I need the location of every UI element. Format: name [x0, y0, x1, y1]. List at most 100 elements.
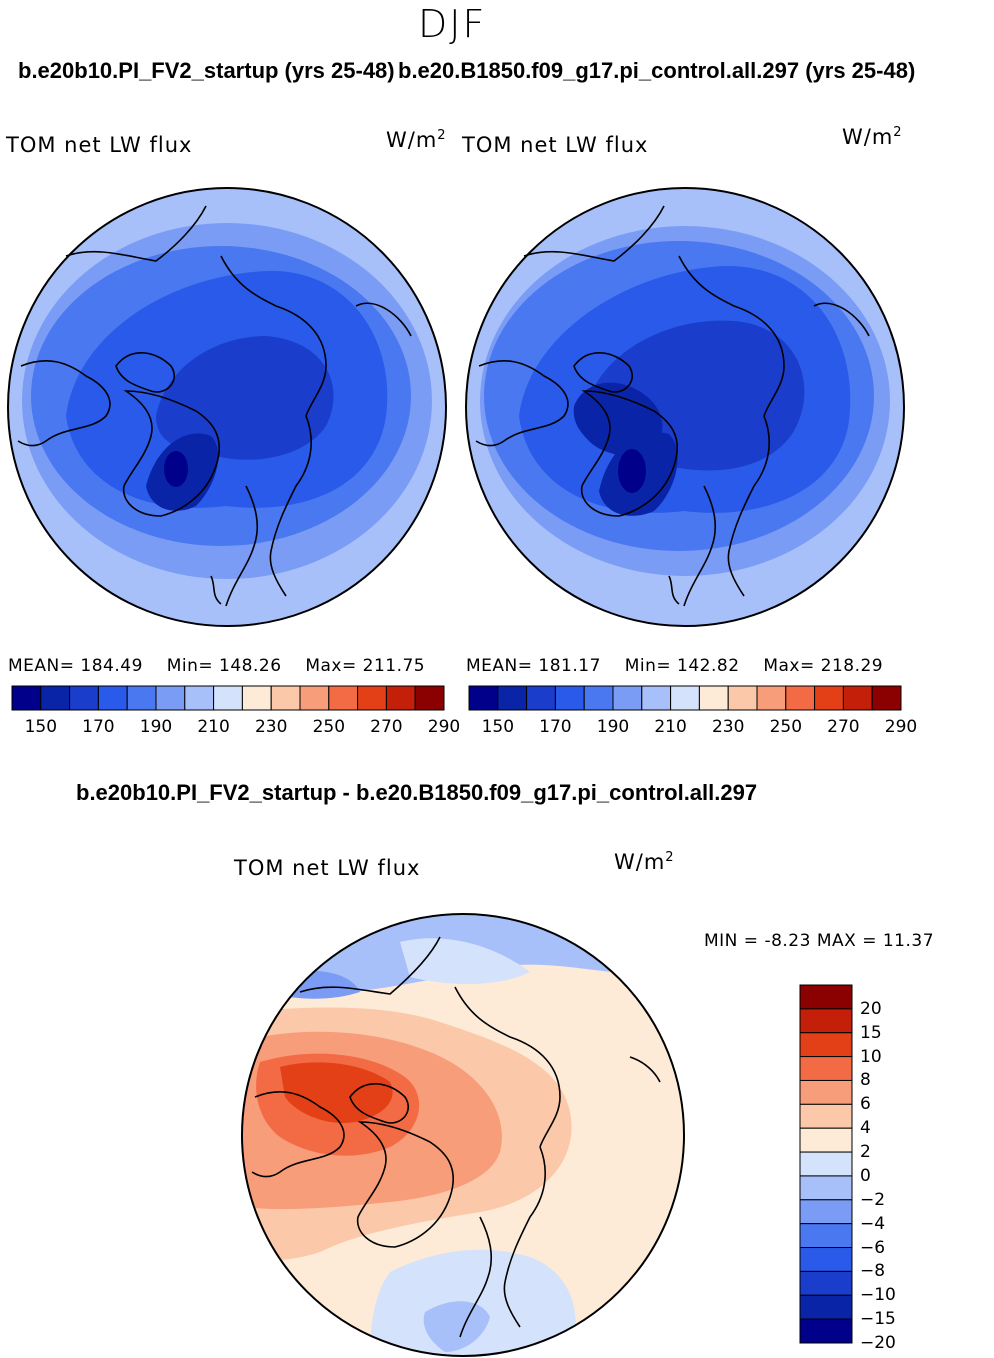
- diff-colorbar: [799, 984, 853, 1344]
- season-title: DJF: [418, 2, 487, 46]
- panel-1-colorbar-swatch: [97, 685, 128, 711]
- panel-2-colorbar-swatch: [583, 685, 614, 711]
- diff-coastlines: [251, 936, 661, 1338]
- diff-colorbar-swatch: [799, 1008, 853, 1034]
- diff-minmax: MIN = -8.23 MAX = 11.37: [704, 931, 934, 951]
- panel-1-units-base: W/m: [386, 128, 438, 152]
- panel-2-variable-label: TOM net LW flux: [462, 133, 649, 157]
- diff-colorbar-tick-label: −10: [860, 1285, 896, 1306]
- panel-1-colorbar-tick-label: 270: [370, 717, 403, 737]
- diff-colorbar-swatch: [799, 1223, 853, 1249]
- panel-2-polar-map: [465, 187, 905, 627]
- panel-1-max-label: Max=: [305, 656, 357, 676]
- diff-variable-label: TOM net LW flux: [234, 856, 421, 880]
- panel-2-colorbar-swatch: [698, 685, 729, 711]
- panel-2-colorbar-ticks: 150 170 190 210 230 250 270 290: [469, 717, 918, 739]
- panel-1-colorbar-tick-label: 210: [197, 717, 230, 737]
- panel-1-colorbar-tick-label: 150: [24, 717, 58, 737]
- diff-colorbar-tick-label: 4: [860, 1118, 871, 1139]
- diff-colorbar-tick-label: 0: [860, 1165, 871, 1186]
- panel-2-colorbar-swatch: [871, 685, 902, 711]
- panel-2-coastlines: [475, 205, 870, 607]
- panel-1-colorbar-swatch: [184, 685, 215, 711]
- panel-1-colorbar-tick-label: 250: [312, 717, 346, 737]
- diff-colorbar-swatch: [799, 1103, 853, 1129]
- diff-neg-bottom-inner: [423, 1301, 490, 1352]
- diff-colorbar-tick-label: 8: [860, 1070, 871, 1091]
- panel-2-units: W/m2: [842, 125, 903, 149]
- panel-1-colorbar-swatch: [299, 685, 330, 711]
- panel-2-stats: MEAN= 181.17 Min= 142.82 Max= 218.29: [466, 656, 883, 676]
- panel-1-min-value: 148.26: [219, 656, 282, 676]
- panel-1-colorbar-swatch: [126, 685, 157, 711]
- diff-colorbar-tick-label: −4: [860, 1213, 886, 1234]
- panel-2-max-label: Max=: [763, 656, 815, 676]
- panel-1-map-border: [7, 187, 447, 627]
- diff-units: W/m2: [614, 850, 675, 874]
- panel-1-colorbar-swatch: [357, 685, 387, 711]
- panel-2-colorbar-swatch: [641, 685, 672, 711]
- panel-2-min-value: 142.82: [677, 656, 740, 676]
- diff-max-value: 11.37: [882, 931, 935, 951]
- diff-colorbar-tick-label: −2: [860, 1189, 886, 1210]
- panel-1-colorbar-swatch: [155, 685, 186, 711]
- diff-colorbar-swatch: [799, 1079, 853, 1105]
- diff-polar-map: [241, 913, 685, 1357]
- panel-1-coastlines: [17, 205, 412, 607]
- diff-colorbar-tick-label: 20: [860, 998, 882, 1019]
- diff-colorbar-swatch: [799, 1127, 853, 1153]
- panel-1-field-band-4: [156, 336, 334, 460]
- panel-2-colorbar-swatch: [756, 685, 787, 711]
- panel-2-colorbar-tick-label: 250: [769, 717, 803, 737]
- panel-2-colorbar-swatch: [785, 685, 816, 711]
- panel-1-colorbar-swatch: [270, 685, 301, 711]
- diff-colorbar-tick-label: −8: [860, 1261, 886, 1282]
- panel-1-polar-map: [7, 187, 447, 627]
- panel-2-run-title: b.e20.B1850.f09_g17.pi_control.all.297 (…: [398, 58, 916, 83]
- panel-2-colorbar-swatch: [497, 685, 528, 711]
- panel-2-colorbar-swatch: [727, 685, 758, 711]
- panel-1-colorbar-tick-label: 230: [254, 717, 288, 737]
- panel-1-colorbar-swatch: [385, 685, 416, 711]
- diff-colorbar-swatch: [799, 1270, 853, 1296]
- panel-2-mean-label: MEAN=: [466, 656, 533, 676]
- diff-colorbar-swatch: [799, 1032, 853, 1058]
- diff-colorbar-swatch: [799, 1318, 853, 1344]
- diff-colorbar-ticks: 20 15 10 8 6 4 2 0 −2 −4 −6 −8 −10 −15 −20: [860, 985, 920, 1353]
- panel-2-colorbar-swatch: [842, 685, 873, 711]
- panel-2-colorbar-tick-label: 190: [596, 717, 630, 737]
- panel-1-stats: MEAN= 184.49 Min= 148.26 Max= 211.75: [8, 656, 425, 676]
- diff-colorbar-swatch: [799, 1199, 853, 1225]
- panel-1-run-title: b.e20b10.PI_FV2_startup (yrs 25-48): [18, 58, 395, 83]
- panel-1-greenland-core: [164, 451, 188, 487]
- diff-colorbar-tick-label: −6: [860, 1237, 886, 1258]
- diff-colorbar-tick-label: −20: [860, 1333, 896, 1353]
- panel-2-colorbar-swatch: [612, 685, 643, 711]
- panel-1-colorbar: [11, 685, 445, 711]
- diff-max-label: MAX =: [816, 931, 877, 951]
- panel-2-map-border: [465, 187, 905, 627]
- diff-colorbar-tick-label: −15: [860, 1309, 896, 1330]
- diff-title: b.e20b10.PI_FV2_startup - b.e20.B1850.f0…: [76, 780, 758, 805]
- panel-2-colorbar-swatch: [814, 685, 844, 711]
- panel-1-min-label: Min=: [166, 656, 214, 676]
- panel-2-colorbar-swatch: [554, 685, 585, 711]
- diff-units-base: W/m: [614, 850, 666, 874]
- panel-2-mean-value: 181.17: [538, 656, 601, 676]
- panel-2-colorbar-tick-label: 270: [827, 717, 860, 737]
- panel-2-colorbar-swatch: [468, 685, 499, 711]
- panel-1-units-exponent: 2: [437, 128, 447, 143]
- panel-1-colorbar-tick-label: 170: [82, 717, 115, 737]
- panel-1-colorbar-swatch: [11, 685, 42, 711]
- diff-colorbar-swatch: [799, 1175, 853, 1201]
- panel-1-colorbar-swatch: [414, 685, 445, 711]
- panel-2-units-exponent: 2: [893, 125, 903, 140]
- diff-colorbar-tick-label: 2: [860, 1142, 871, 1163]
- panel-2-colorbar-tick-label: 170: [539, 717, 572, 737]
- diff-colorbar-tick-label: 15: [860, 1022, 882, 1043]
- panel-1-max-value: 211.75: [362, 656, 426, 676]
- diff-colorbar-swatch: [799, 1151, 853, 1177]
- panel-2-colorbar-tick-label: 150: [481, 717, 515, 737]
- panel-1-colorbar-swatch: [213, 685, 243, 711]
- panel-2-colorbar-swatch: [670, 685, 700, 711]
